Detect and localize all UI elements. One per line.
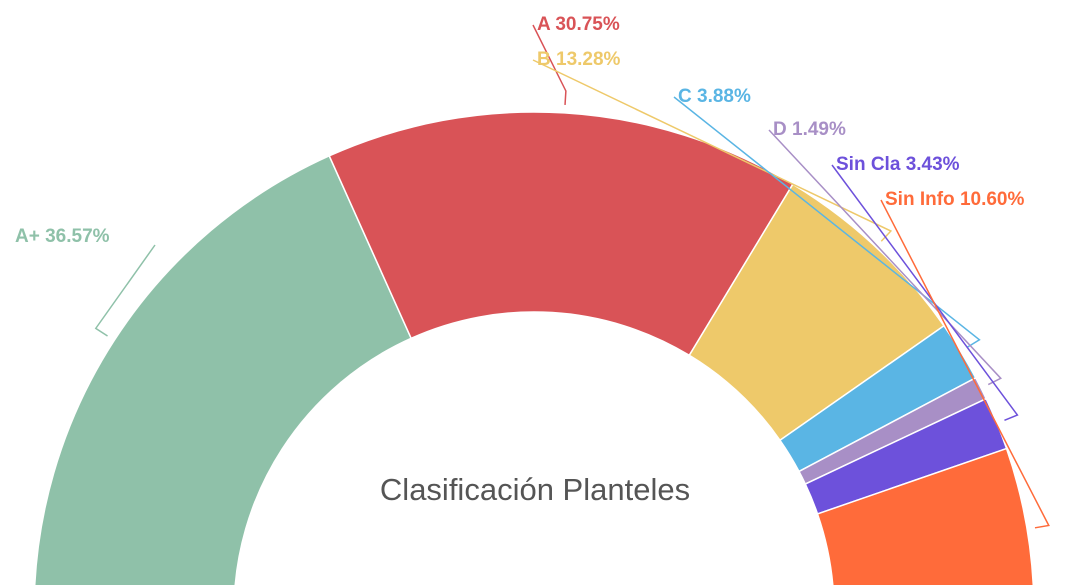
data-label: A 30.75% (537, 14, 620, 35)
label-category: A+ (15, 226, 40, 247)
label-value: 13.28% (556, 49, 621, 70)
label-category: B (537, 49, 551, 70)
label-category: Sin Info (885, 189, 955, 210)
label-value: 36.57% (45, 226, 110, 247)
slice (816, 447, 1034, 585)
label-value: 1.49% (792, 119, 846, 140)
label-value: 3.88% (697, 86, 751, 107)
label-value: 30.75% (555, 14, 620, 35)
label-category: Sin Cla (836, 154, 901, 175)
data-label: B 13.28% (537, 49, 621, 70)
leader-line (880, 199, 1050, 529)
leader-line (532, 24, 567, 105)
leader-line (831, 164, 1019, 422)
data-label: D 1.49% (773, 119, 846, 140)
label-category: A (537, 14, 551, 35)
slice (34, 154, 413, 585)
data-label: Sin Cla 3.43% (836, 154, 960, 175)
leader-line (532, 59, 893, 242)
label-category: D (773, 119, 787, 140)
leader-line (94, 244, 156, 337)
labels: A+ 36.57%A 30.75%B 13.28%C 3.88%D 1.49%S… (15, 14, 1050, 529)
data-label: Sin Info 10.60% (885, 189, 1024, 210)
chart-title: Clasificación Planteles (380, 472, 690, 507)
slices (34, 111, 1034, 585)
label-value: 3.43% (906, 154, 960, 175)
leader-line (673, 96, 981, 348)
data-label: C 3.88% (678, 86, 751, 107)
label-value: 10.60% (960, 189, 1025, 210)
label-category: C (678, 86, 692, 107)
data-label: A+ 36.57% (15, 226, 110, 247)
